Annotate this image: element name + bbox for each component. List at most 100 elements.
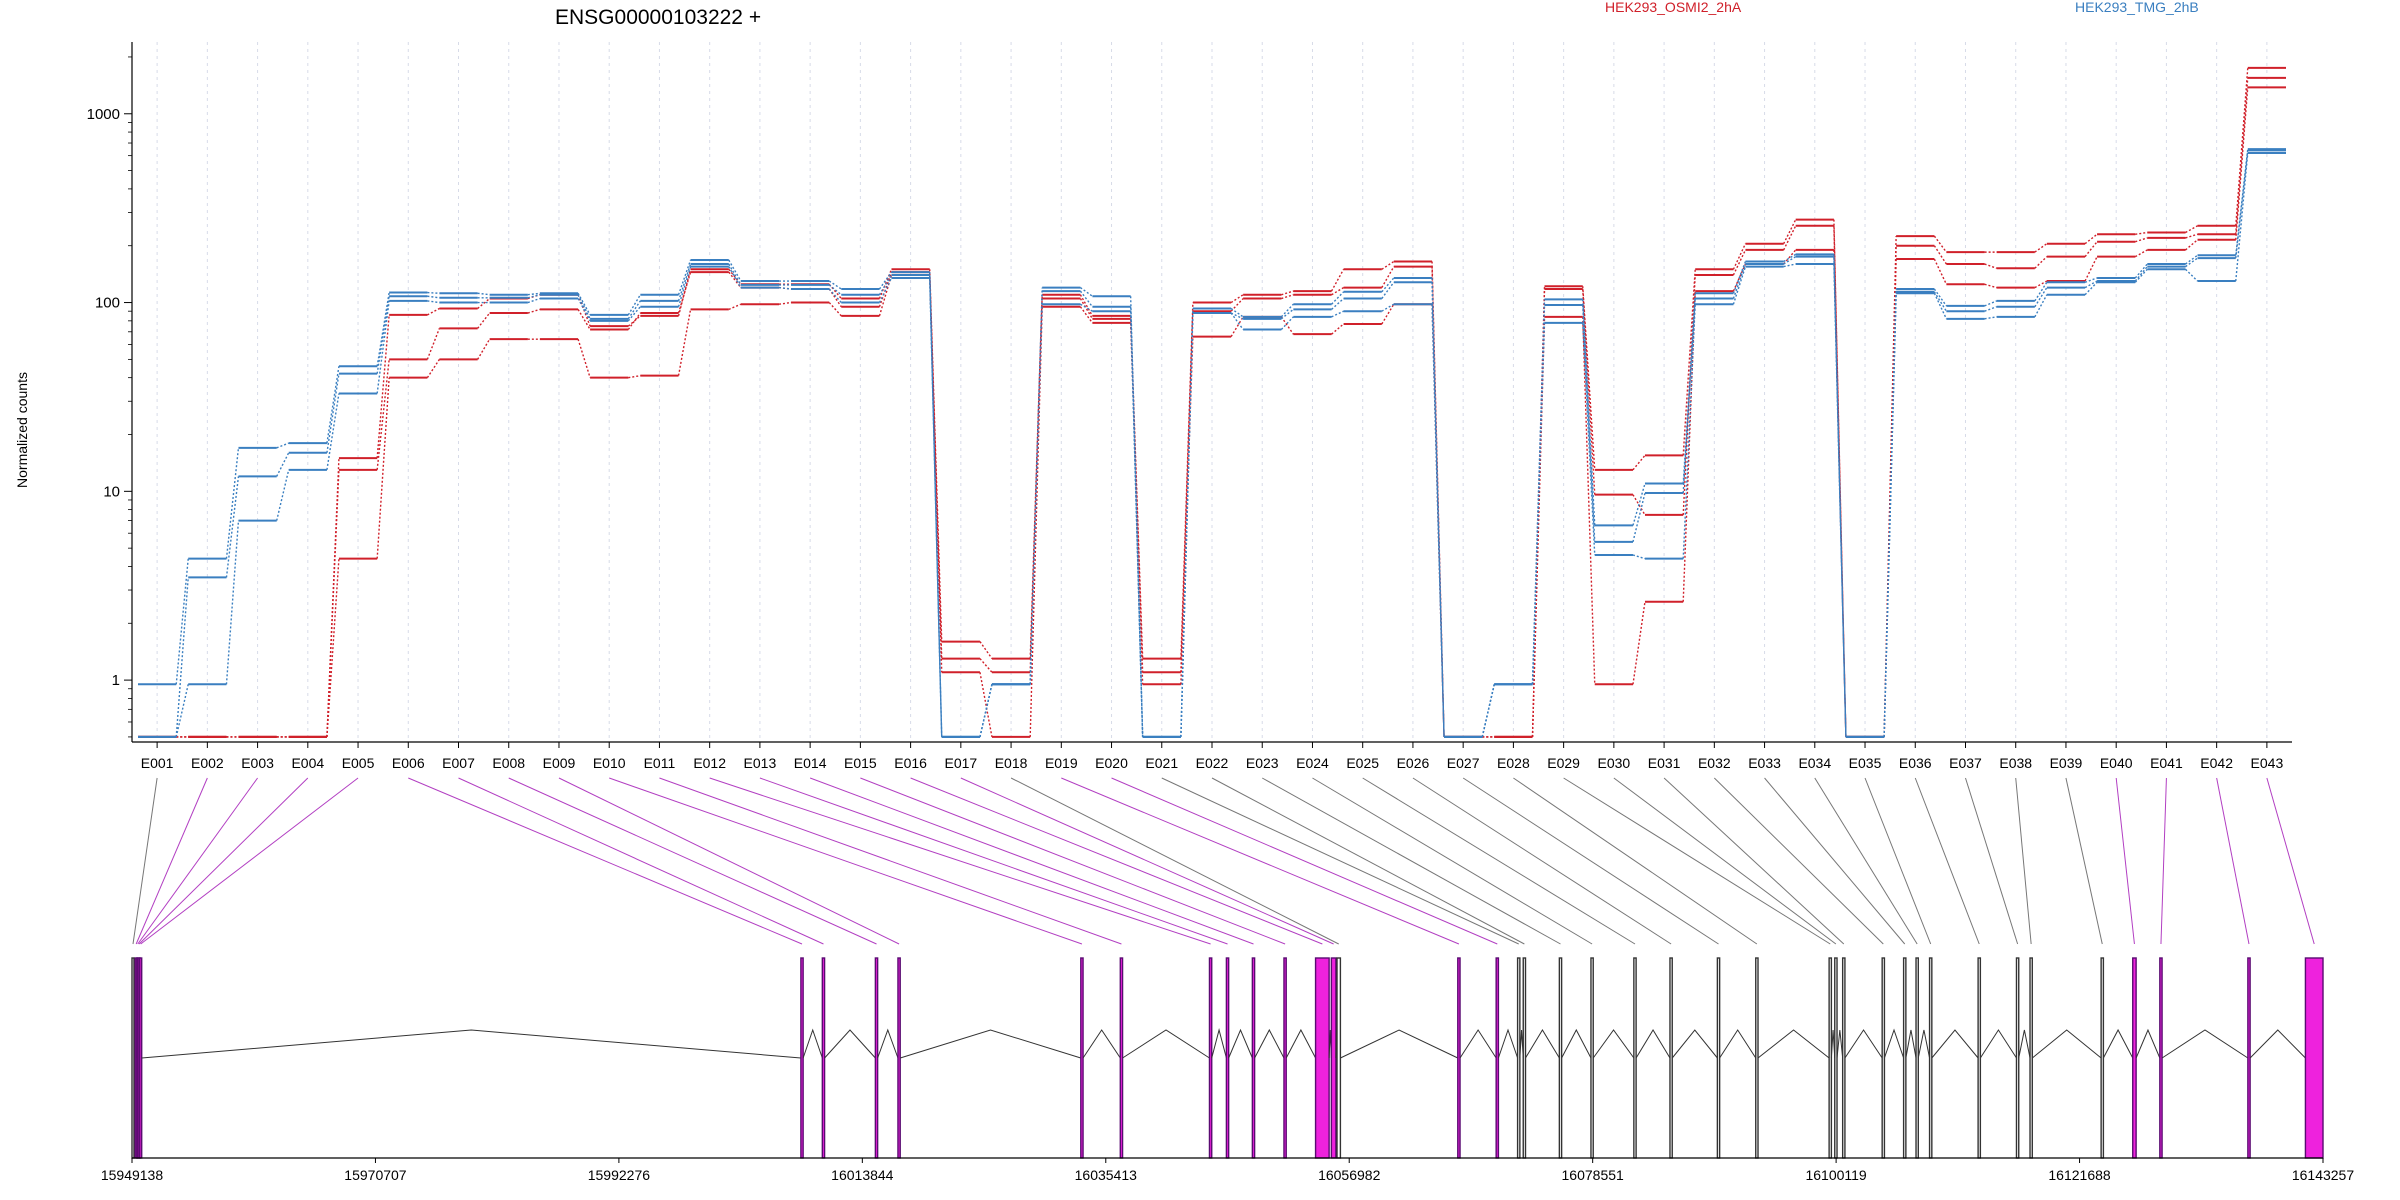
series-connector [979,658,993,673]
exon-E022 [1522,957,1527,1159]
intron-E034 [1917,1029,1931,1059]
series-connector [2084,241,2098,258]
intron-E008 [877,1028,899,1059]
intron-E042 [2249,1029,2306,1059]
series-connector [2185,257,2198,268]
connector-E016 [910,777,1323,945]
series-connector [2134,268,2148,283]
series-connector [1632,483,1646,526]
intron-E011 [1122,1029,1210,1059]
series-connector [1531,322,1546,685]
intron-E035 [1931,1029,1979,1059]
coord-tick-label: 16143257 [2292,1167,2355,1183]
connector-E019 [1061,777,1460,945]
series-connector [1632,554,1646,560]
series-connector [2134,249,2148,258]
legend-entry-tmg: HEK293_TMG_2hB [2075,0,2199,15]
intron-E025 [1635,1029,1671,1059]
series-connector [1180,313,1194,737]
connector-E033 [1764,777,1906,945]
x-tick-label-E027: E027 [1447,755,1480,771]
axes: 1 10 100 1000 [87,42,2292,743]
x-tick-label-E018: E018 [995,755,1028,771]
series-connector [2084,256,2098,282]
series-connector [1732,243,1747,270]
series-connector [276,452,290,477]
connector-E006 [408,777,803,945]
y-tick-label: 10 [103,483,120,500]
intron-E012 [1211,1028,1227,1059]
series-connector [1632,601,1646,685]
connector-E005 [140,777,359,945]
series-connector [929,277,943,737]
connector-E010 [609,777,1083,945]
exon-E037 [2015,957,2020,1159]
x-tick-label-E001: E001 [141,755,174,771]
intron-E026 [1671,1029,1718,1059]
exon-E005 [138,957,143,1159]
exon-E030 [1834,957,1838,1159]
series-connector [728,303,742,311]
series-connector [2134,266,2148,282]
exon-E034 [1915,957,1919,1159]
series-connector [1582,316,1596,685]
connector-E022 [1211,777,1525,945]
series-connector [1381,303,1395,312]
series-connector [1180,336,1194,685]
x-tick-label-E041: E041 [2150,755,2183,771]
connector-E043 [2266,777,2315,945]
exon-E038 [2029,957,2033,1159]
coord-tick-label: 16100119 [1805,1167,1866,1183]
series-connector [1933,235,1947,253]
series-connector [1933,245,1947,265]
series-connector [728,259,742,282]
series-connector [1984,283,1997,289]
series-connector [1682,269,1696,456]
series-connector [728,263,742,286]
x-tick-label-E020: E020 [1095,755,1128,771]
series-connector [577,338,591,378]
exon-E035 [1928,957,1933,1159]
series-connector [527,297,541,304]
series-connector [878,269,893,299]
series-connector [1381,260,1395,270]
series-connector [426,358,440,379]
exon-E033 [1902,957,1907,1159]
intron-E018 [1340,1029,1458,1059]
connector-E042 [2216,777,2250,945]
coord-tick-label: 16035413 [1075,1167,1138,1183]
series-connector [2235,152,2249,282]
series-connector [677,309,692,376]
exon-E018 [1336,957,1342,1159]
series-connector [1984,306,1997,312]
exon-E028 [1755,957,1759,1159]
connector-E035 [1864,777,1932,945]
y-tick-label: 1 [112,672,120,689]
series-connector [527,308,541,314]
exon-E009 [897,957,901,1159]
series-connector [1682,304,1696,559]
intron-E009 [900,1029,1081,1059]
x-tick-label-E007: E007 [442,755,475,771]
coord-tick-label: 15992276 [588,1167,651,1183]
series-connector [376,292,390,367]
series-connector [2084,281,2098,296]
intron-E028 [1757,1029,1830,1059]
exon-E032 [1881,957,1886,1159]
series-connector [728,268,742,285]
intron-E033 [1905,1029,1917,1059]
series-connector [376,359,390,470]
series-connector [2034,256,2048,269]
exon-E026 [1669,957,1673,1159]
series-connector [2135,237,2148,243]
exon-E010 [1080,957,1084,1159]
x-tick-label-E023: E023 [1246,755,1279,771]
series-connector [527,292,540,296]
x-tick-label-E031: E031 [1648,755,1681,771]
series-connector [276,442,289,449]
series-connector [1783,249,1797,265]
series-connector [2034,294,2048,318]
series-connector [1732,261,1747,294]
series-connector [1783,219,1797,245]
exon-E024 [1590,957,1594,1159]
